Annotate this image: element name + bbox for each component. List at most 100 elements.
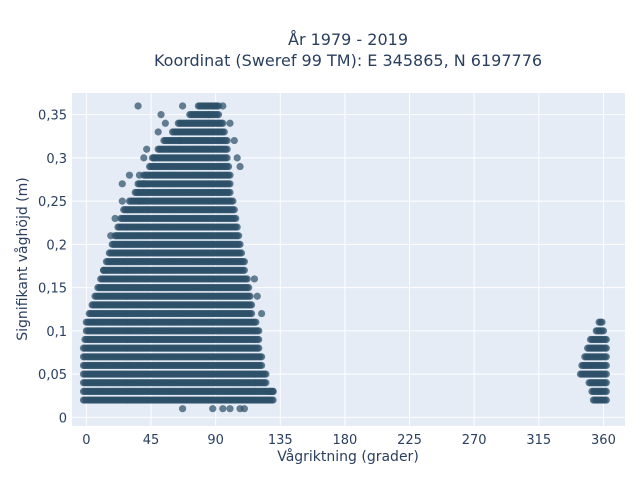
data-point	[236, 405, 244, 413]
data-point	[253, 292, 261, 300]
data-point	[135, 197, 144, 205]
data-point	[224, 162, 233, 171]
data-point	[223, 154, 231, 162]
data-point	[230, 136, 238, 145]
data-point	[219, 405, 227, 413]
data-point	[157, 111, 165, 119]
data-point	[232, 214, 240, 223]
data-point	[262, 379, 270, 387]
data-point	[161, 119, 169, 127]
data-point	[602, 344, 610, 352]
data-point	[602, 379, 610, 387]
data-point	[246, 292, 254, 300]
y-tick-label: 0,3	[46, 152, 67, 167]
data-point	[226, 119, 234, 127]
data-point	[219, 102, 227, 110]
data-point	[179, 102, 187, 110]
x-tick-label: 135	[268, 433, 293, 448]
data-point	[100, 266, 108, 274]
data-point	[235, 232, 243, 240]
chart-title-line-2: Koordinat (Sweref 99 TM): E 345865, N 61…	[154, 51, 542, 70]
data-point	[150, 154, 158, 162]
data-point	[258, 309, 266, 318]
data-point	[252, 318, 260, 326]
x-tick-labels: 0 45 90 135 180 225 270 315 360	[82, 433, 616, 448]
data-point	[255, 335, 263, 344]
data-point	[240, 266, 248, 274]
data-point	[602, 335, 610, 344]
x-tick-label: 360	[591, 433, 616, 448]
data-point	[226, 171, 234, 179]
x-tick-label: 225	[397, 433, 422, 448]
data-point	[134, 102, 142, 110]
data-point	[143, 145, 151, 153]
data-point	[118, 180, 126, 188]
data-point	[220, 128, 228, 136]
x-tick-label: 90	[207, 433, 224, 448]
data-point	[135, 171, 144, 179]
y-tick-label: 0,35	[38, 109, 67, 124]
data-point	[602, 361, 610, 370]
data-point	[602, 396, 610, 404]
data-point	[255, 344, 263, 352]
data-point	[229, 197, 237, 205]
data-point	[245, 284, 253, 292]
points-layer	[79, 102, 610, 413]
y-tick-label: 0,15	[38, 282, 67, 297]
data-point	[233, 223, 241, 231]
data-point	[262, 370, 270, 378]
data-point	[237, 249, 246, 257]
data-point	[176, 136, 184, 145]
data-point	[214, 111, 223, 119]
data-point	[243, 275, 251, 283]
data-point	[598, 318, 606, 326]
data-point	[226, 405, 234, 413]
data-point	[223, 136, 231, 145]
data-point	[599, 327, 608, 335]
data-point	[125, 171, 134, 179]
data-point	[154, 128, 162, 136]
data-point	[204, 111, 213, 119]
data-point	[140, 154, 148, 162]
data-point	[255, 327, 263, 335]
data-point	[250, 275, 259, 283]
data-point	[602, 387, 610, 396]
data-point	[236, 240, 244, 248]
y-tick-label: 0,05	[38, 368, 67, 383]
x-tick-label: 0	[82, 433, 90, 448]
data-point	[179, 405, 187, 413]
chart-title-line-1: År 1979 - 2019	[288, 30, 408, 49]
x-tick-label: 45	[143, 433, 160, 448]
data-point	[266, 387, 274, 396]
data-point	[230, 206, 238, 214]
data-point	[118, 197, 126, 205]
data-point	[258, 353, 266, 361]
data-point	[247, 301, 256, 309]
data-point	[140, 180, 148, 188]
y-tick-labels: 0 0,05 0,1 0,15 0,2 0,25 0,3 0,35	[38, 109, 67, 427]
data-point	[233, 154, 241, 162]
data-point	[223, 145, 231, 153]
x-tick-label: 180	[332, 433, 357, 448]
y-tick-label: 0	[59, 411, 67, 426]
data-point	[209, 405, 217, 413]
data-point	[258, 361, 266, 370]
data-point	[111, 214, 119, 223]
data-point	[240, 258, 248, 266]
data-point	[107, 232, 115, 240]
data-point	[226, 188, 234, 197]
data-point	[602, 353, 610, 361]
x-axis-title: Vågriktning (grader)	[277, 448, 419, 465]
x-tick-label: 315	[526, 433, 551, 448]
data-point	[236, 162, 244, 171]
y-tick-label: 0,1	[46, 325, 67, 340]
data-point	[247, 309, 256, 318]
data-point	[602, 370, 610, 378]
y-tick-label: 0,2	[46, 238, 67, 253]
data-point	[269, 396, 277, 404]
y-tick-label: 0,25	[38, 195, 67, 210]
y-axis-title: Signifikant våghöjd (m)	[14, 177, 31, 340]
data-point	[219, 119, 227, 127]
x-tick-label: 270	[462, 433, 487, 448]
